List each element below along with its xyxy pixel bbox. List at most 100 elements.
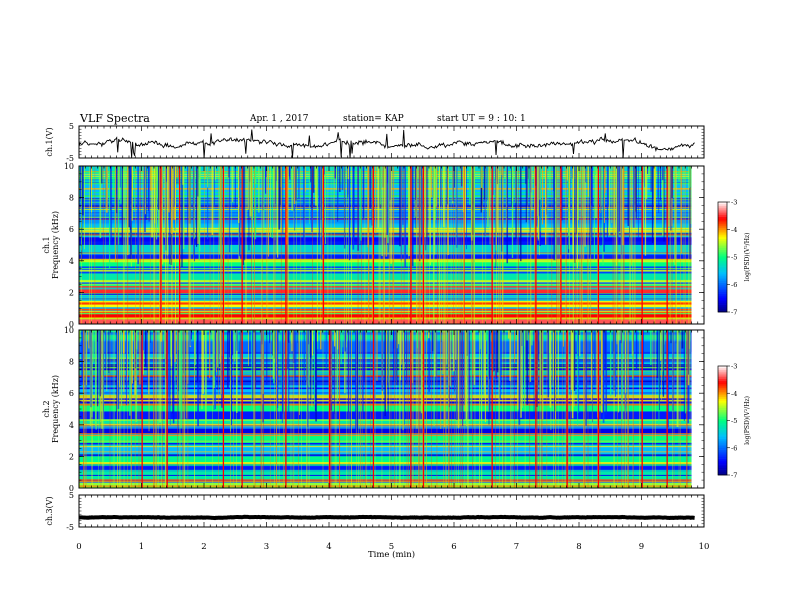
ch2-spectrogram-texture: [394, 330, 395, 488]
ch1-spectrogram-texture: [254, 166, 257, 240]
ch2-spectrogram-texture: [94, 330, 97, 426]
colorbar-1-swatch: [718, 301, 727, 304]
ch1-spectrogram-texture: [360, 166, 362, 241]
ch2-spectrogram-texture: [156, 330, 158, 488]
ch1-spectrogram-texture: [622, 166, 625, 246]
time-tick-label: 10: [699, 542, 710, 552]
colorbar-1-swatch: [718, 286, 727, 289]
ch1-spectrogram-texture: [496, 166, 498, 185]
ch1-spectrogram-texture: [589, 166, 591, 258]
ch1-spectrogram-streak: [79, 253, 692, 256]
ch2-spectrogram-texture: [658, 330, 661, 411]
ch2-spectrogram-texture: [388, 330, 390, 388]
colorbar-2-swatch: [718, 444, 727, 447]
ch2-spectrogram-texture: [658, 330, 660, 425]
ch1-spectrogram-texture: [637, 166, 639, 239]
colorbar-2-swatch: [718, 420, 727, 423]
ch2-spectrogram-spheric: [535, 330, 537, 488]
ch2-spectrogram-texture: [338, 330, 340, 488]
ch2-spectrogram-texture: [85, 330, 88, 386]
ch2-spectrogram-texture: [282, 330, 284, 414]
ch2-spectrogram-texture: [517, 330, 519, 410]
ch2-spectrogram-texture: [182, 330, 183, 488]
ch1-spectrogram-texture: [680, 166, 683, 254]
ch2-spectrogram-texture: [114, 330, 115, 488]
ch1-spectrogram-texture: [193, 166, 195, 239]
ch2-spectrogram-texture: [123, 330, 125, 488]
ch1-spectrogram-texture: [304, 166, 306, 324]
ch1-spectrogram-texture: [573, 166, 574, 324]
ch2-spectrogram-texture: [495, 330, 497, 379]
ch1-spectrogram-texture: [361, 166, 362, 324]
ch1-spectrogram-ytick-label: 0: [69, 320, 74, 329]
ch2-spectrogram-texture: [523, 330, 526, 407]
colorbar-2-swatch: [718, 418, 727, 421]
ch1-spectrogram-texture: [482, 166, 483, 324]
ch2-spectrogram-band: [79, 462, 692, 472]
ch2-spectrogram-texture: [418, 330, 419, 488]
colorbar-2-swatch: [718, 438, 727, 441]
ch1-spectrogram-texture: [645, 166, 648, 199]
ch1-spectrogram-texture: [384, 166, 385, 324]
ch2-spectrogram-texture: [396, 330, 398, 386]
ch2-spectrogram-texture: [295, 330, 297, 370]
ch2-spectrogram-texture: [91, 330, 93, 418]
ch2-spectrogram-texture: [468, 330, 469, 488]
ch1-spectrogram-texture: [340, 166, 342, 183]
ch1-spectrogram-streak: [79, 307, 692, 309]
ch1-spectrogram-texture: [688, 166, 690, 324]
ch2-spectrogram-texture: [539, 330, 540, 488]
ch2-spectrogram-texture: [131, 330, 132, 488]
colorbar-1-swatch: [718, 240, 727, 243]
ch1-spectrogram-texture: [156, 166, 159, 199]
ch2-spectrogram-texture: [202, 330, 205, 394]
ch1-spectrogram-texture: [526, 166, 529, 206]
ch1-spectrogram-texture: [369, 166, 372, 209]
ch2-spectrogram-texture: [510, 330, 512, 488]
ch1-spectrogram-texture: [581, 166, 582, 324]
ch2-spectrogram-texture: [449, 330, 451, 387]
ch1-spectrogram-texture: [659, 166, 661, 201]
colorbar-2-swatch: [718, 460, 727, 463]
ch2-spectrogram-texture: [229, 330, 231, 358]
ch2-spectrogram-texture: [292, 330, 294, 488]
ch1-spectrogram-texture: [558, 166, 559, 324]
ch1-spectrogram-texture: [462, 166, 464, 324]
time-axis-label: Time (min): [368, 549, 415, 560]
ch1-spectrogram-texture: [440, 166, 442, 207]
ch1-spectrogram-texture: [472, 166, 474, 235]
ch1-spectrogram-texture: [557, 166, 558, 324]
ch2-spectrogram-texture: [135, 330, 138, 350]
ch1-spectrogram-texture: [417, 166, 419, 178]
ch1-spectrogram-texture: [663, 166, 665, 242]
ch1-spectrogram-texture: [418, 166, 420, 324]
ch1-spectrogram-texture: [380, 166, 382, 205]
ch1-spectrogram-band: [79, 234, 692, 245]
ch1-spectrogram-texture: [575, 166, 576, 324]
ch1-spectrogram-texture: [296, 166, 297, 324]
ch1-spectrogram-texture: [612, 166, 614, 324]
ch1-spectrogram-texture: [291, 166, 293, 178]
ch2-spectrogram-texture: [216, 330, 219, 368]
ch1-spectrogram-texture: [305, 166, 306, 192]
ch1-spectrogram-spheric: [410, 166, 412, 324]
ch2-spectrogram-texture: [452, 330, 455, 372]
colorbar-2-swatch: [718, 402, 727, 405]
ch1-spectrogram-texture: [98, 166, 100, 183]
ch1-spectrogram-texture: [327, 166, 329, 324]
ch2-spectrogram-streak: [79, 435, 692, 437]
ch1-spectrogram-texture: [425, 166, 426, 324]
ch2-spectrogram-streak: [79, 446, 692, 448]
ch1-spectrogram-streak: [79, 293, 692, 295]
ch1-spectrogram-texture: [680, 166, 681, 324]
ch2-spectrogram-texture: [117, 330, 120, 409]
ch1-spectrogram-texture: [549, 166, 551, 192]
ch1-spectrogram-texture: [404, 166, 407, 267]
ch2-spectrogram-texture: [678, 330, 680, 488]
ch1-spectrogram-texture: [295, 166, 297, 201]
ch1-spectrogram-texture: [559, 166, 561, 324]
ch1-spectrogram-streak: [79, 267, 692, 270]
ch2-spectrogram-texture: [194, 330, 195, 488]
ch1-spectrogram-texture: [587, 166, 588, 324]
ch1-spectrogram-texture: [662, 166, 664, 236]
